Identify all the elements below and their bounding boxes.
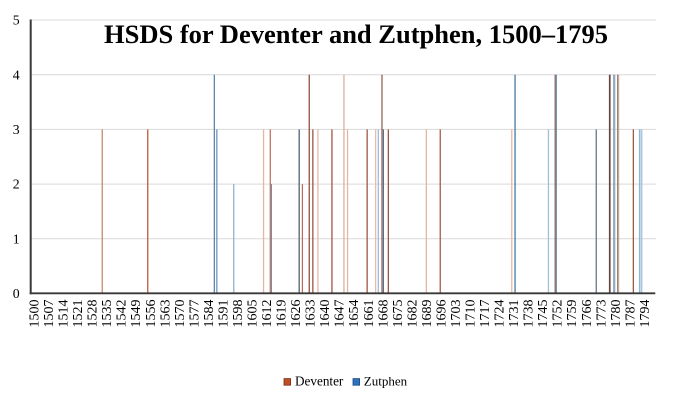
svg-text:1619: 1619 bbox=[275, 300, 290, 328]
svg-text:1647: 1647 bbox=[333, 300, 348, 328]
svg-text:1605: 1605 bbox=[246, 300, 261, 328]
svg-text:1689: 1689 bbox=[420, 300, 435, 328]
svg-text:1787: 1787 bbox=[623, 300, 638, 328]
svg-text:1654: 1654 bbox=[347, 300, 362, 328]
svg-text:1752: 1752 bbox=[551, 300, 566, 328]
svg-text:0: 0 bbox=[13, 286, 20, 301]
svg-text:1598: 1598 bbox=[231, 300, 246, 328]
svg-text:1528: 1528 bbox=[86, 300, 101, 328]
svg-text:1794: 1794 bbox=[638, 300, 653, 328]
svg-text:1759: 1759 bbox=[565, 300, 580, 328]
svg-text:1577: 1577 bbox=[187, 300, 202, 328]
svg-text:1549: 1549 bbox=[129, 300, 144, 328]
svg-text:1675: 1675 bbox=[391, 300, 406, 328]
svg-text:1521: 1521 bbox=[71, 300, 86, 328]
svg-text:1640: 1640 bbox=[318, 300, 333, 328]
svg-text:HSDS for Deventer and Zutphen,: HSDS for Deventer and Zutphen, 1500–1795 bbox=[104, 19, 608, 49]
svg-text:1773: 1773 bbox=[594, 300, 609, 328]
svg-text:Deventer: Deventer bbox=[295, 374, 344, 389]
svg-text:1584: 1584 bbox=[202, 300, 217, 328]
svg-text:2: 2 bbox=[13, 177, 20, 192]
svg-text:1724: 1724 bbox=[493, 300, 508, 328]
svg-text:1703: 1703 bbox=[449, 300, 464, 328]
svg-text:1661: 1661 bbox=[362, 300, 377, 328]
svg-text:1591: 1591 bbox=[216, 300, 231, 328]
svg-text:3: 3 bbox=[13, 122, 20, 137]
svg-text:1507: 1507 bbox=[42, 300, 57, 328]
svg-text:1563: 1563 bbox=[158, 300, 173, 328]
svg-text:1514: 1514 bbox=[57, 300, 72, 328]
svg-text:1633: 1633 bbox=[304, 300, 319, 328]
svg-text:1: 1 bbox=[13, 231, 20, 246]
svg-text:1612: 1612 bbox=[260, 300, 275, 328]
svg-text:1626: 1626 bbox=[289, 300, 304, 328]
svg-text:1738: 1738 bbox=[522, 300, 537, 328]
svg-text:1780: 1780 bbox=[609, 300, 624, 328]
svg-text:1570: 1570 bbox=[173, 300, 188, 328]
svg-text:1745: 1745 bbox=[536, 300, 551, 328]
svg-text:1542: 1542 bbox=[115, 300, 130, 328]
svg-text:1766: 1766 bbox=[580, 300, 595, 328]
svg-text:1731: 1731 bbox=[507, 300, 522, 328]
svg-text:5: 5 bbox=[13, 13, 20, 28]
svg-text:1500: 1500 bbox=[28, 300, 43, 328]
svg-text:Zutphen: Zutphen bbox=[364, 374, 408, 389]
svg-text:1556: 1556 bbox=[144, 300, 159, 328]
svg-text:1682: 1682 bbox=[405, 300, 420, 328]
svg-text:1535: 1535 bbox=[100, 300, 115, 328]
svg-text:1717: 1717 bbox=[478, 300, 493, 328]
svg-text:1696: 1696 bbox=[434, 300, 449, 328]
svg-text:1668: 1668 bbox=[376, 300, 391, 328]
svg-text:1710: 1710 bbox=[464, 300, 479, 328]
svg-text:4: 4 bbox=[13, 67, 20, 82]
